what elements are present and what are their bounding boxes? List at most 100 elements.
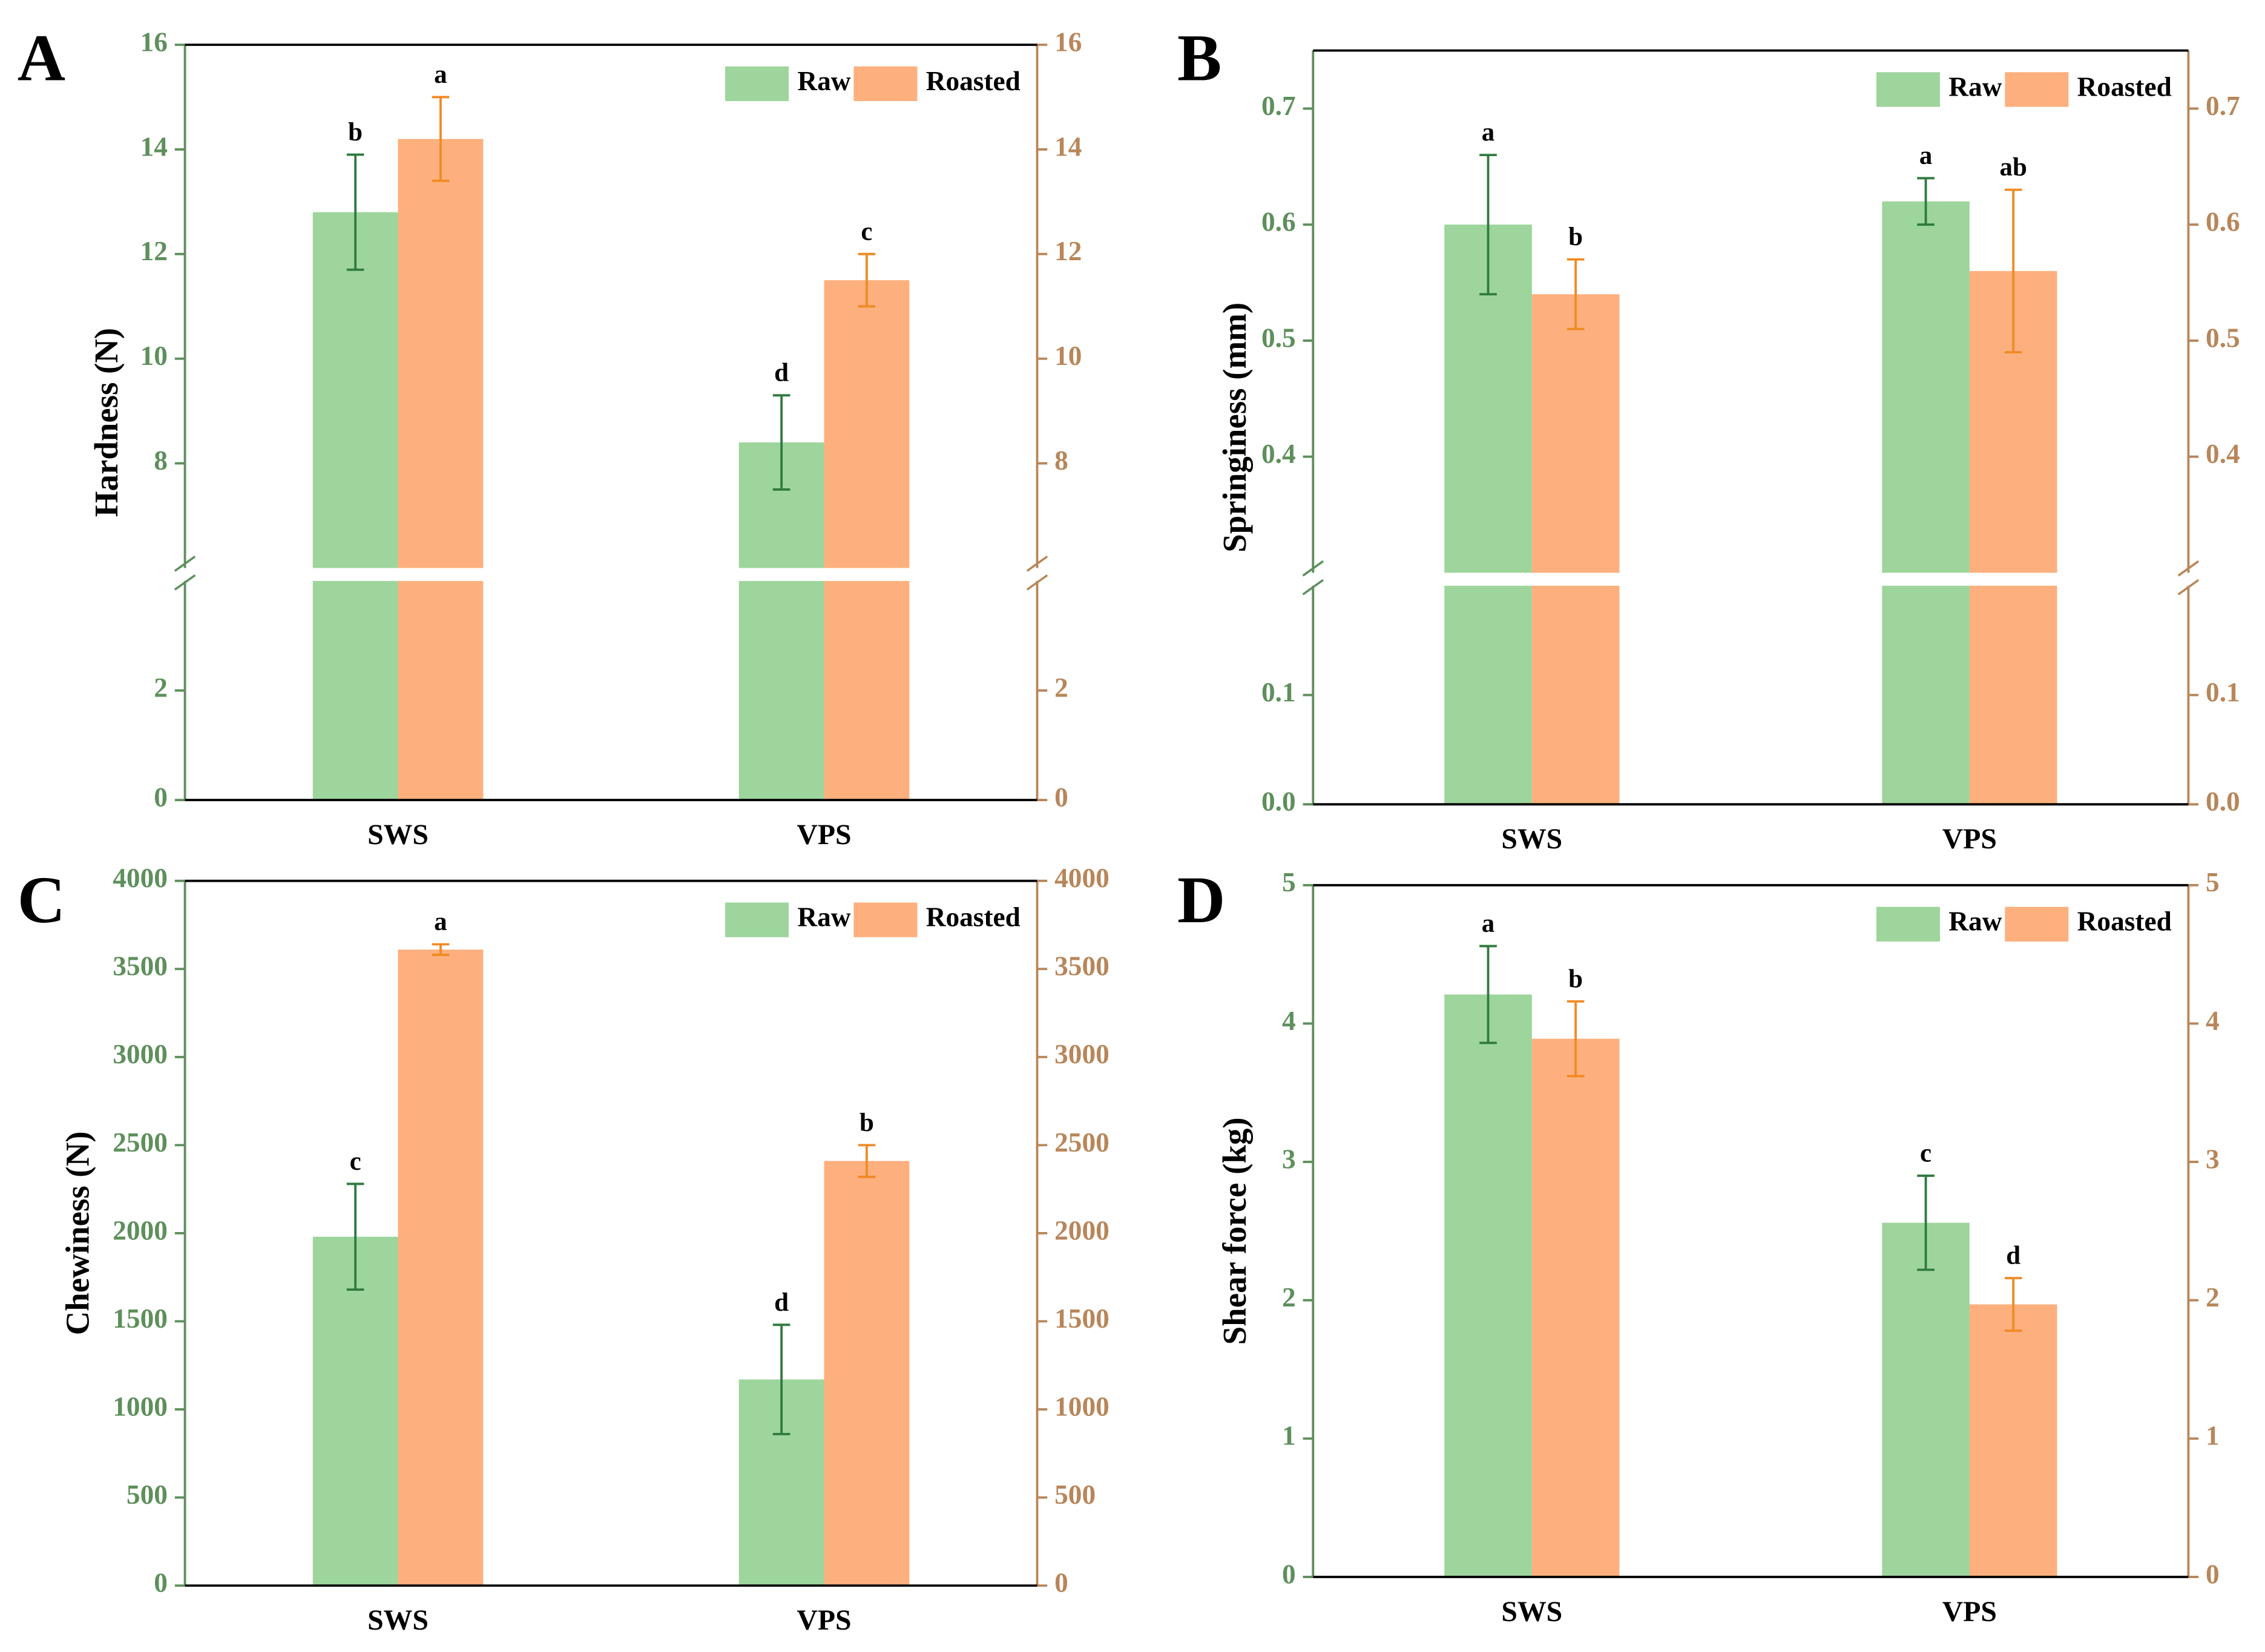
y-tick-label: 16 <box>140 27 168 57</box>
legend-swatch <box>1876 906 1940 942</box>
significance-letter: a <box>1482 119 1494 147</box>
significance-letter: a <box>434 61 447 89</box>
y-tick-label: 14 <box>140 131 168 162</box>
y-axis-label: Shear force (kg) <box>1216 1117 1253 1345</box>
y2-tick-label: 0.7 <box>2206 91 2240 121</box>
y2-tick-label: 5 <box>2206 867 2220 897</box>
x-tick-label: SWS <box>367 1604 429 1636</box>
y2-tick-label: 1500 <box>1054 1303 1109 1334</box>
y-tick-label: 3500 <box>113 951 168 982</box>
bar <box>824 280 910 801</box>
y-tick-label: 0.6 <box>1261 207 1296 237</box>
y-tick-label: 0.0 <box>1261 787 1296 817</box>
significance-letter: a <box>1482 910 1494 938</box>
x-tick-label: SWS <box>367 819 429 851</box>
significance-letter: b <box>1568 965 1583 993</box>
bar <box>1969 1304 2057 1577</box>
bar <box>1531 294 1620 805</box>
y2-tick-label: 0.5 <box>2206 323 2240 353</box>
y-tick-label: 2 <box>154 672 168 703</box>
axis-break-gap <box>1311 572 2190 586</box>
significance-letter: d <box>774 1288 789 1317</box>
y-tick-label: 3000 <box>113 1039 168 1069</box>
y-tick-label: 2 <box>1282 1282 1296 1313</box>
significance-letter: b <box>1568 223 1583 251</box>
panel-label: B <box>1177 21 1221 95</box>
y-tick-label: 12 <box>140 236 168 266</box>
y-tick-label: 0.4 <box>1261 439 1296 469</box>
x-tick-label: VPS <box>797 819 851 851</box>
bar <box>398 139 484 801</box>
y-tick-label: 0.1 <box>1261 677 1296 707</box>
x-tick-label: SWS <box>1501 1596 1562 1628</box>
significance-letter: c <box>1920 1139 1931 1167</box>
legend-swatch <box>2005 72 2069 107</box>
y-axis-label: Hardness (N) <box>88 328 125 517</box>
y-tick-label: 4000 <box>113 863 168 893</box>
legend-swatch <box>725 902 789 937</box>
y2-tick-label: 4000 <box>1054 863 1109 893</box>
x-tick-label: VPS <box>797 1604 851 1636</box>
y2-tick-label: 500 <box>1054 1480 1096 1510</box>
bar <box>1969 270 2057 805</box>
legend-label: Raw <box>797 902 850 933</box>
significance-letter: d <box>774 359 789 387</box>
bar <box>1882 1222 1970 1577</box>
legend-swatch <box>853 66 918 102</box>
legend-swatch <box>853 902 918 937</box>
significance-letter: a <box>1919 142 1932 170</box>
y2-tick-label: 0 <box>1054 782 1068 812</box>
bar <box>824 1161 910 1586</box>
bar <box>1882 201 1970 805</box>
significance-letter: d <box>2006 1242 2020 1270</box>
y-tick-label: 0 <box>1282 1559 1296 1589</box>
y-tick-label: 4 <box>1282 1006 1296 1036</box>
significance-letter: c <box>861 217 872 246</box>
y2-tick-label: 14 <box>1054 131 1082 162</box>
legend-label: Raw <box>1948 906 2002 937</box>
y2-tick-label: 0.6 <box>2206 207 2240 237</box>
y-axis-label: Springiness (mm) <box>1216 303 1253 552</box>
legend-label: Raw <box>797 66 850 96</box>
x-tick-label: VPS <box>1942 1596 1997 1628</box>
panel-label: D <box>1177 863 1225 937</box>
y2-tick-label: 3 <box>2206 1144 2220 1174</box>
y-tick-label: 5 <box>1282 867 1296 897</box>
bar <box>1444 225 1532 805</box>
y2-tick-label: 2000 <box>1054 1215 1109 1245</box>
y2-tick-label: 3000 <box>1054 1039 1109 1069</box>
y-tick-label: 2500 <box>113 1127 168 1158</box>
y2-tick-label: 12 <box>1054 236 1082 266</box>
y2-tick-label: 8 <box>1054 445 1068 476</box>
y2-tick-label: 0 <box>2206 1559 2220 1589</box>
legend-label: Roasted <box>926 66 1021 96</box>
y-axis-label: Chewiness (N) <box>59 1132 96 1336</box>
y-tick-label: 500 <box>127 1480 168 1510</box>
bar <box>312 1236 398 1586</box>
x-tick-label: VPS <box>1942 823 1997 855</box>
bar <box>738 442 824 801</box>
y-tick-label: 3 <box>1282 1144 1296 1174</box>
y-tick-label: 2000 <box>113 1215 168 1245</box>
y-tick-label: 1 <box>1282 1421 1296 1451</box>
y-tick-label: 0.5 <box>1261 323 1296 353</box>
significance-letter: b <box>860 1109 874 1137</box>
bar <box>1444 994 1532 1577</box>
panel-label: A <box>18 21 65 95</box>
legend-swatch <box>2005 906 2069 942</box>
y2-tick-label: 2 <box>1054 672 1068 703</box>
significance-letter: b <box>348 118 363 146</box>
y2-tick-label: 0.1 <box>2206 677 2240 707</box>
y2-tick-label: 0.0 <box>2206 787 2240 817</box>
significance-letter: a <box>434 908 447 936</box>
y-tick-label: 1500 <box>113 1303 168 1334</box>
y-tick-label: 8 <box>154 445 168 476</box>
x-tick-label: SWS <box>1501 823 1562 855</box>
bar <box>398 949 484 1586</box>
legend-swatch <box>725 66 789 102</box>
y2-tick-label: 10 <box>1054 341 1082 371</box>
significance-letter: c <box>350 1147 361 1176</box>
panel-label: C <box>18 863 65 937</box>
